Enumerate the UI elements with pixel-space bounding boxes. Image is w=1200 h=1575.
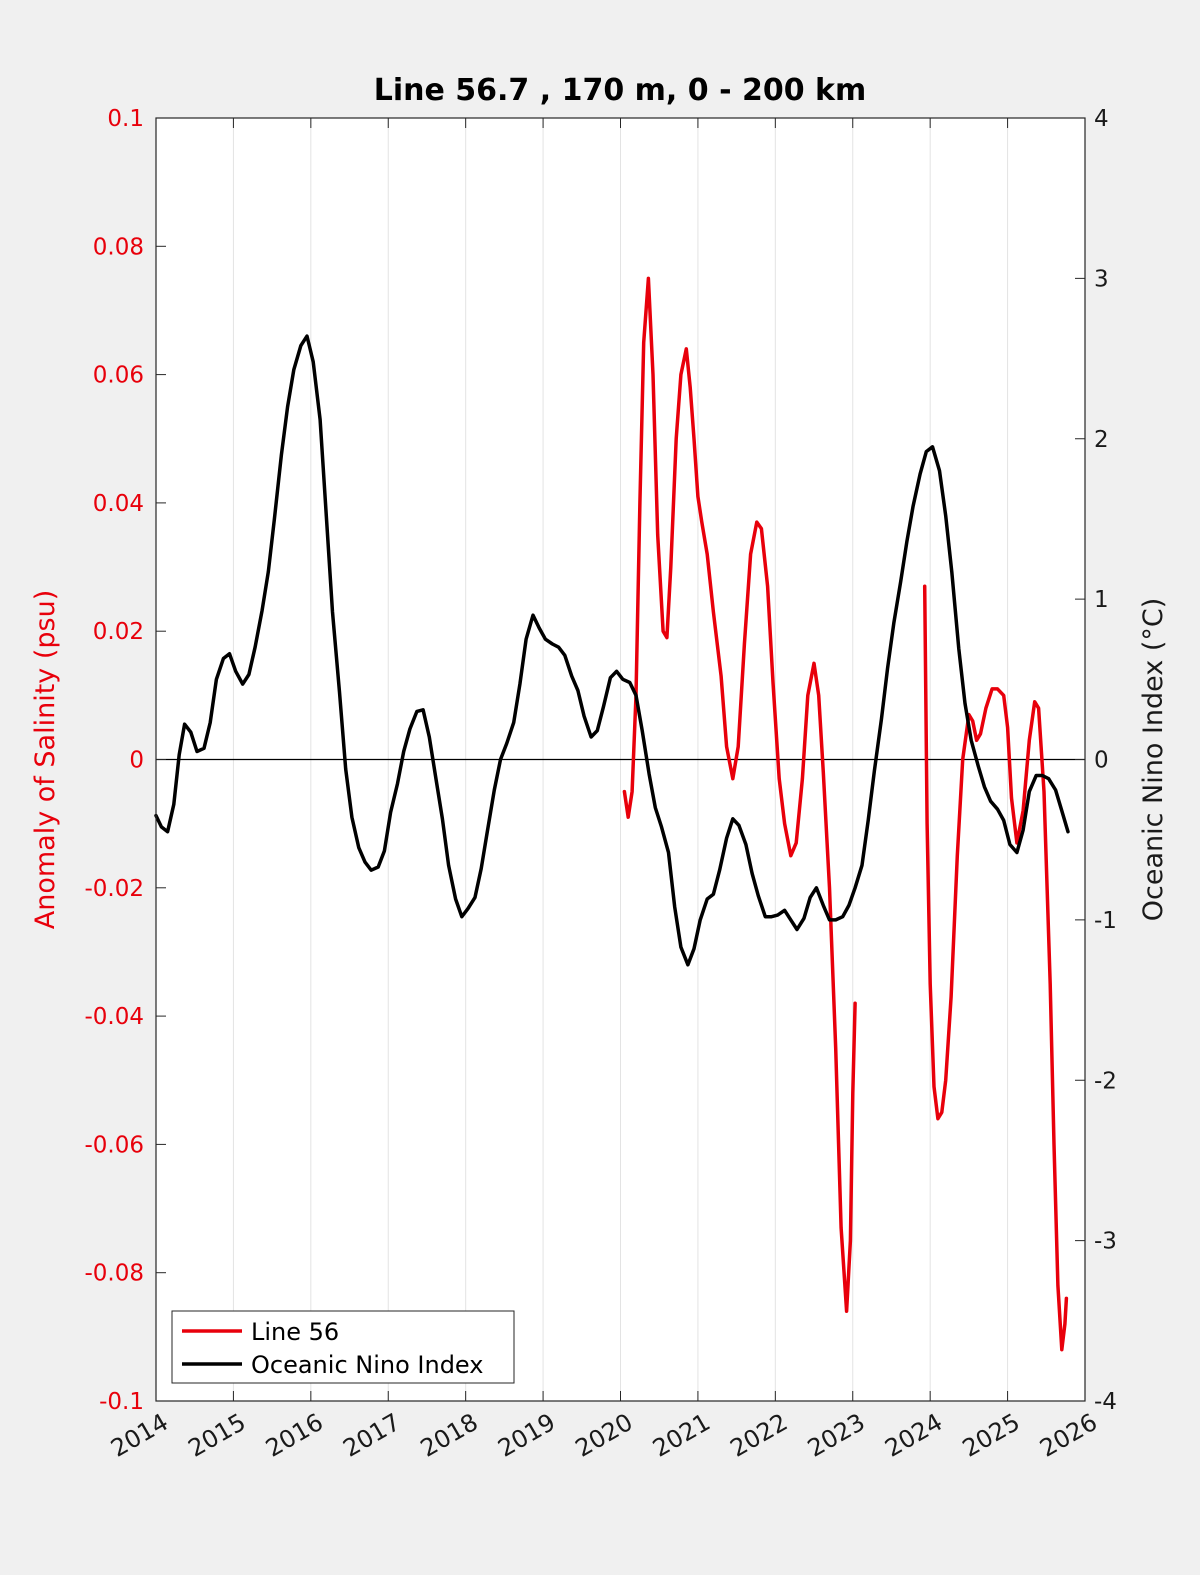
series-line-line56 [922, 584, 1069, 1352]
series-layer [154, 276, 1070, 1352]
y-tick-label-left: -0.02 [84, 876, 144, 902]
y-tick-label-left: 0.08 [93, 234, 144, 260]
y-tick-label-right: 2 [1094, 427, 1109, 453]
series-line-oni [154, 334, 1070, 967]
y-tick-label-right: 4 [1094, 106, 1109, 132]
y-tick-label-left: -0.1 [99, 1389, 144, 1415]
y-tick-label-right: -3 [1094, 1229, 1117, 1255]
y-tick-label-right: 0 [1094, 748, 1109, 774]
legend: Line 56 Oceanic Nino Index [171, 1310, 515, 1384]
y-axis-label-left: Anomaly of Salinity (psu) [30, 590, 61, 929]
y-tick-label-left: 0.1 [107, 106, 144, 132]
y-tick-label-left: 0 [129, 748, 144, 774]
y-tick-label-left: -0.04 [84, 1004, 144, 1030]
y-tick-label-left: 0.02 [93, 619, 144, 645]
legend-label-line56: Line 56 [251, 1318, 339, 1346]
y-tick-label-right: 1 [1094, 587, 1109, 613]
legend-label-oni: Oceanic Nino Index [251, 1351, 483, 1379]
y-tick-label-left: -0.08 [84, 1261, 144, 1287]
y-tick-label-left: -0.06 [84, 1132, 144, 1158]
y-tick-label-right: -2 [1094, 1068, 1117, 1094]
y-tick-label-right: -1 [1094, 908, 1117, 934]
y-tick-label-right: -4 [1094, 1389, 1117, 1415]
y-tick-label-left: 0.06 [93, 363, 144, 389]
series-line-line56 [622, 276, 857, 1313]
legend-box [171, 1310, 515, 1384]
y-tick-label-left: 0.04 [93, 491, 144, 517]
chart-title: Line 56.7 , 170 m, 0 - 200 km [374, 73, 867, 108]
y-tick-label-right: 3 [1094, 266, 1109, 292]
y-axis-label-right: Oceanic Nino Index (°C) [1138, 598, 1169, 922]
